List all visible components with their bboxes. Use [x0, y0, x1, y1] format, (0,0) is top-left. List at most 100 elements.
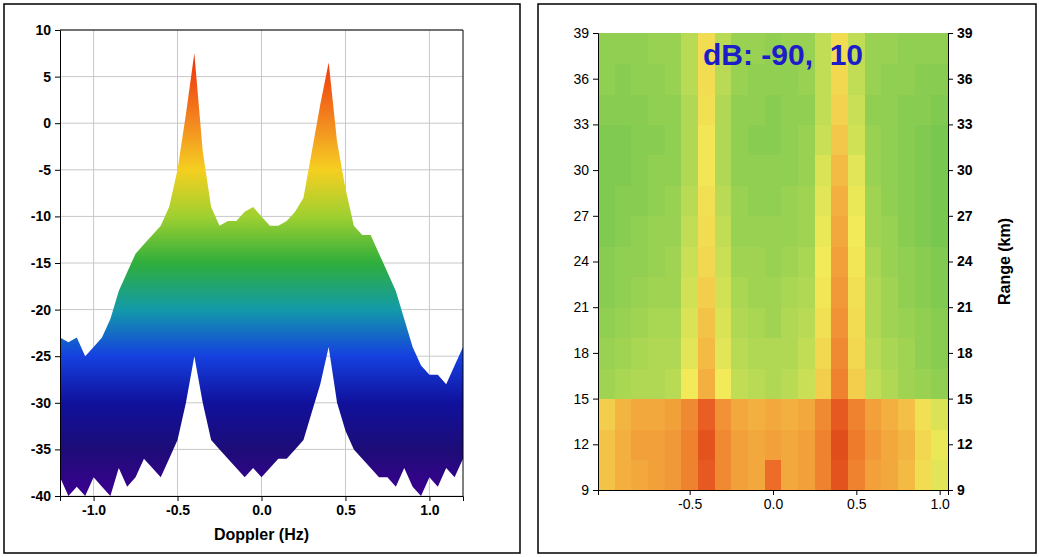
- tick: 18: [948, 345, 973, 361]
- heatmap-cell: [931, 33, 948, 64]
- panel-frame: [538, 4, 1036, 553]
- heatmap-cell: [831, 460, 848, 490]
- heatmap-cell: [631, 399, 648, 430]
- heatmap-cell: [631, 94, 648, 125]
- tick-label: 12: [573, 436, 589, 452]
- heatmap-cell: [931, 185, 948, 216]
- heatmap-cell: [815, 246, 832, 277]
- tick-mark: [55, 403, 60, 404]
- tick-mark: [345, 496, 346, 501]
- heatmap-cell: [815, 338, 832, 369]
- heatmap-cell: [848, 185, 865, 216]
- heatmap-cell: [881, 216, 898, 247]
- tick: 0.0: [764, 490, 784, 512]
- heatmap-cell: [881, 33, 898, 64]
- heatmap-cell: [748, 277, 765, 308]
- heatmap-cell: [915, 63, 932, 94]
- tick: 24: [573, 253, 598, 269]
- tick: -30: [31, 395, 60, 411]
- y-axis-right: 912151821242730333639: [948, 25, 973, 498]
- spectrum-area: [60, 53, 463, 496]
- heatmap-cell: [748, 307, 765, 338]
- heatmap-cell: [631, 338, 648, 369]
- heatmap-cell: [881, 368, 898, 399]
- tick-mark: [178, 496, 179, 501]
- tick-label: -15: [31, 255, 51, 271]
- tick-label: -5: [39, 162, 52, 178]
- tick-label: 27: [573, 208, 589, 224]
- heatmap-cell: [781, 399, 798, 430]
- tick-label: 18: [573, 345, 589, 361]
- tick: 39: [573, 25, 598, 41]
- heatmap-cell: [648, 216, 665, 247]
- heatmap-cell: [715, 429, 732, 460]
- tick: 1.0: [420, 496, 440, 518]
- heatmap-cell: [848, 124, 865, 155]
- heatmap-cell: [915, 124, 932, 155]
- heatmap-cell: [831, 94, 848, 125]
- heatmap-cell: [915, 368, 932, 399]
- heatmap-cell: [765, 460, 782, 490]
- heatmap-cell: [665, 246, 682, 277]
- tick-mark: [773, 490, 774, 495]
- heatmap-cell: [648, 155, 665, 186]
- tick: 12: [948, 436, 973, 452]
- heatmap-cell: [615, 216, 632, 247]
- heatmap-cell: [681, 216, 698, 247]
- heatmap-cell: [931, 460, 948, 490]
- heatmap-cell: [898, 246, 915, 277]
- heatmap-cell: [681, 246, 698, 277]
- tick-mark: [948, 444, 953, 445]
- heatmap-cell: [865, 185, 882, 216]
- tick-mark: [55, 496, 60, 497]
- plot-area: [598, 33, 948, 490]
- heatmap-cell: [598, 63, 615, 94]
- tick-mark: [593, 170, 598, 171]
- heatmap-cell: [615, 277, 632, 308]
- axis-line: [55, 31, 61, 497]
- heatmap-cell: [731, 155, 748, 186]
- tick-mark: [55, 310, 60, 311]
- tick-mark: [948, 33, 953, 34]
- tick: -0.5: [678, 490, 702, 512]
- heatmap-cell: [798, 216, 815, 247]
- heatmap-cell: [648, 94, 665, 125]
- heatmap-cell: [681, 94, 698, 125]
- tick-mark: [429, 496, 430, 501]
- tick-mark: [940, 490, 941, 495]
- heatmap-cell: [598, 246, 615, 277]
- heatmap-cell: [598, 155, 615, 186]
- heatmap-cell: [665, 94, 682, 125]
- heatmap-cell: [681, 155, 698, 186]
- heatmap-cell: [865, 94, 882, 125]
- tick-label: -40: [31, 488, 51, 504]
- heatmap-cell: [898, 33, 915, 64]
- heatmap-cell: [715, 216, 732, 247]
- heatmap-cell: [848, 307, 865, 338]
- tick-label: 1.0: [930, 496, 950, 512]
- heatmap-cell: [898, 185, 915, 216]
- heatmap-cell: [898, 94, 915, 125]
- heatmap-cell: [881, 185, 898, 216]
- tick-label: -35: [31, 441, 51, 457]
- tick-mark: [593, 307, 598, 308]
- heatmap-cell: [765, 94, 782, 125]
- heatmap-cell: [915, 460, 932, 490]
- tick-label: -1.0: [82, 502, 106, 518]
- tick: 0.0: [252, 496, 272, 518]
- heatmap-cell: [931, 63, 948, 94]
- tick-mark: [948, 124, 953, 125]
- heatmap-cell: [615, 124, 632, 155]
- heatmap-cell: [898, 399, 915, 430]
- heatmap-cell: [765, 399, 782, 430]
- grid: [60, 30, 463, 496]
- heatmap-cell: [715, 399, 732, 430]
- heatmap-cell: [731, 277, 748, 308]
- heatmap-cell: [731, 246, 748, 277]
- heatmap-cell: [698, 185, 715, 216]
- heatmap-cell: [698, 307, 715, 338]
- heatmap-cell: [715, 338, 732, 369]
- tick: 21: [948, 299, 973, 315]
- heatmap-cell: [631, 185, 648, 216]
- axis-line: [61, 497, 464, 502]
